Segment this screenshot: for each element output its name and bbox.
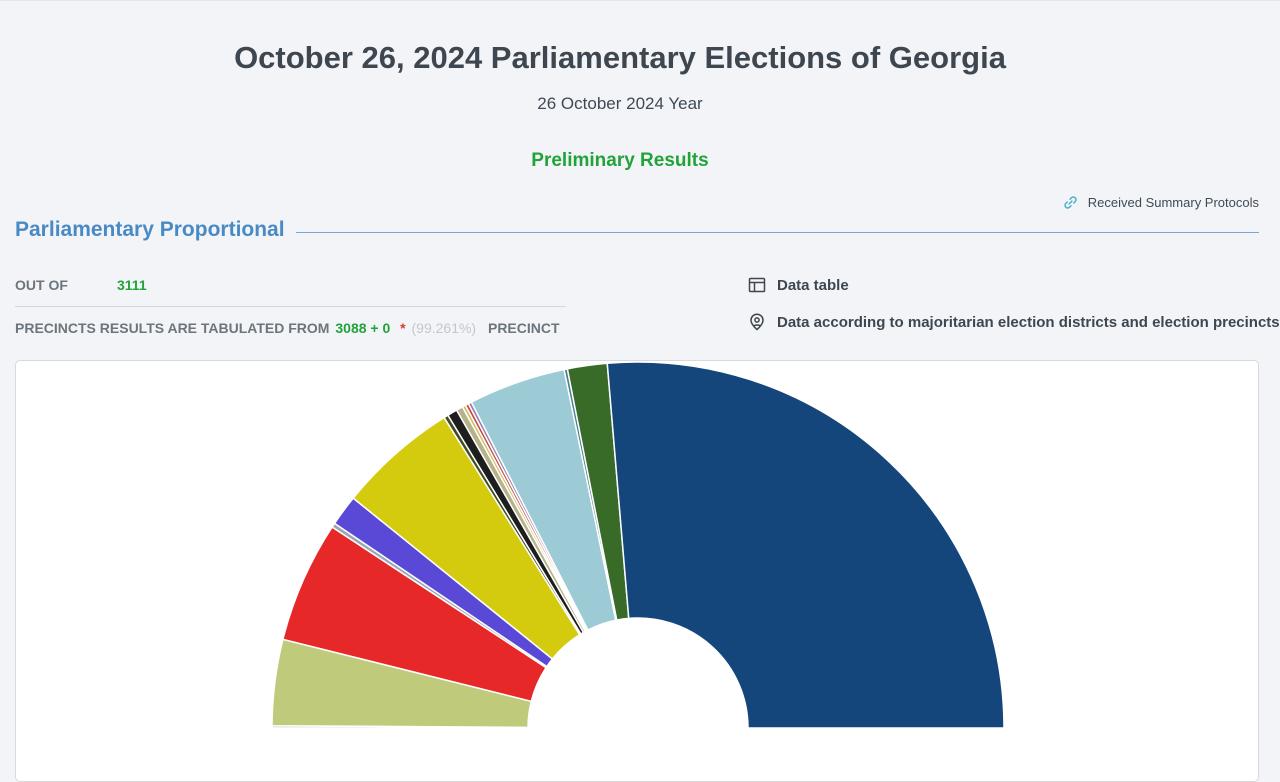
precincts-star: * (400, 320, 406, 336)
location-pin-icon (750, 313, 764, 331)
out-of-value: 3111 (117, 277, 147, 293)
chart-card (15, 360, 1259, 782)
precincts-label: PRECINCTS RESULTS ARE TABULATED FROM (15, 320, 330, 336)
election-date: 26 October 2024 Year (537, 94, 703, 113)
data-table-link[interactable]: Data table (748, 276, 849, 294)
top-border (0, 0, 1280, 1)
precincts-percent: (99.261%) (411, 320, 477, 336)
section-header: Parliamentary Proportional (15, 214, 1259, 246)
received-protocols-link[interactable]: Received Summary Protocols (1063, 195, 1259, 210)
results-donut-chart (271, 361, 1005, 729)
data-table-label: Data table (777, 276, 849, 294)
precincts-value: 3088 + 0 (335, 320, 391, 336)
section-divider (295, 231, 1259, 233)
donut-slice-16[interactable] (606, 361, 1005, 729)
precincts-tabulated: PRECINCTS RESULTS ARE TABULATED FROM 308… (15, 320, 560, 336)
section-title[interactable]: Parliamentary Proportional (15, 218, 285, 241)
link-icon (1064, 196, 1077, 209)
page-title: October 26, 2024 Parliamentary Elections… (234, 40, 1006, 75)
district-data-label: Data according to majoritarian election … (777, 313, 1280, 331)
results-status: Preliminary Results (531, 150, 709, 171)
tabulation-divider (15, 306, 566, 307)
district-data-link[interactable]: Data according to majoritarian election … (748, 313, 1280, 331)
table-icon (748, 277, 766, 293)
received-protocols-label: Received Summary Protocols (1087, 195, 1259, 210)
precincts-suffix: PRECINCT (487, 320, 560, 336)
out-of-label: OUT OF (15, 277, 68, 293)
